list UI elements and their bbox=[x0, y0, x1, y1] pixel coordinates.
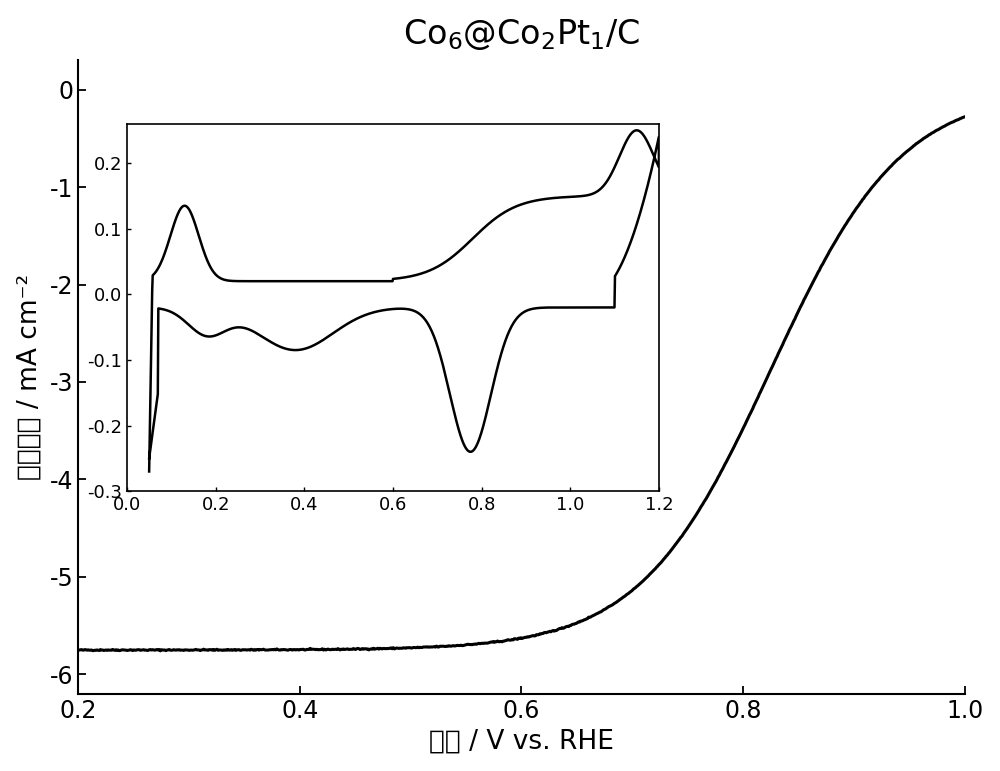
Y-axis label: 电流密度 / mA cm⁻²: 电流密度 / mA cm⁻² bbox=[17, 274, 43, 480]
X-axis label: 电压 / V vs. RHE: 电压 / V vs. RHE bbox=[429, 729, 614, 754]
Title: Co$_6$@Co$_2$Pt$_1$/C: Co$_6$@Co$_2$Pt$_1$/C bbox=[403, 17, 640, 52]
